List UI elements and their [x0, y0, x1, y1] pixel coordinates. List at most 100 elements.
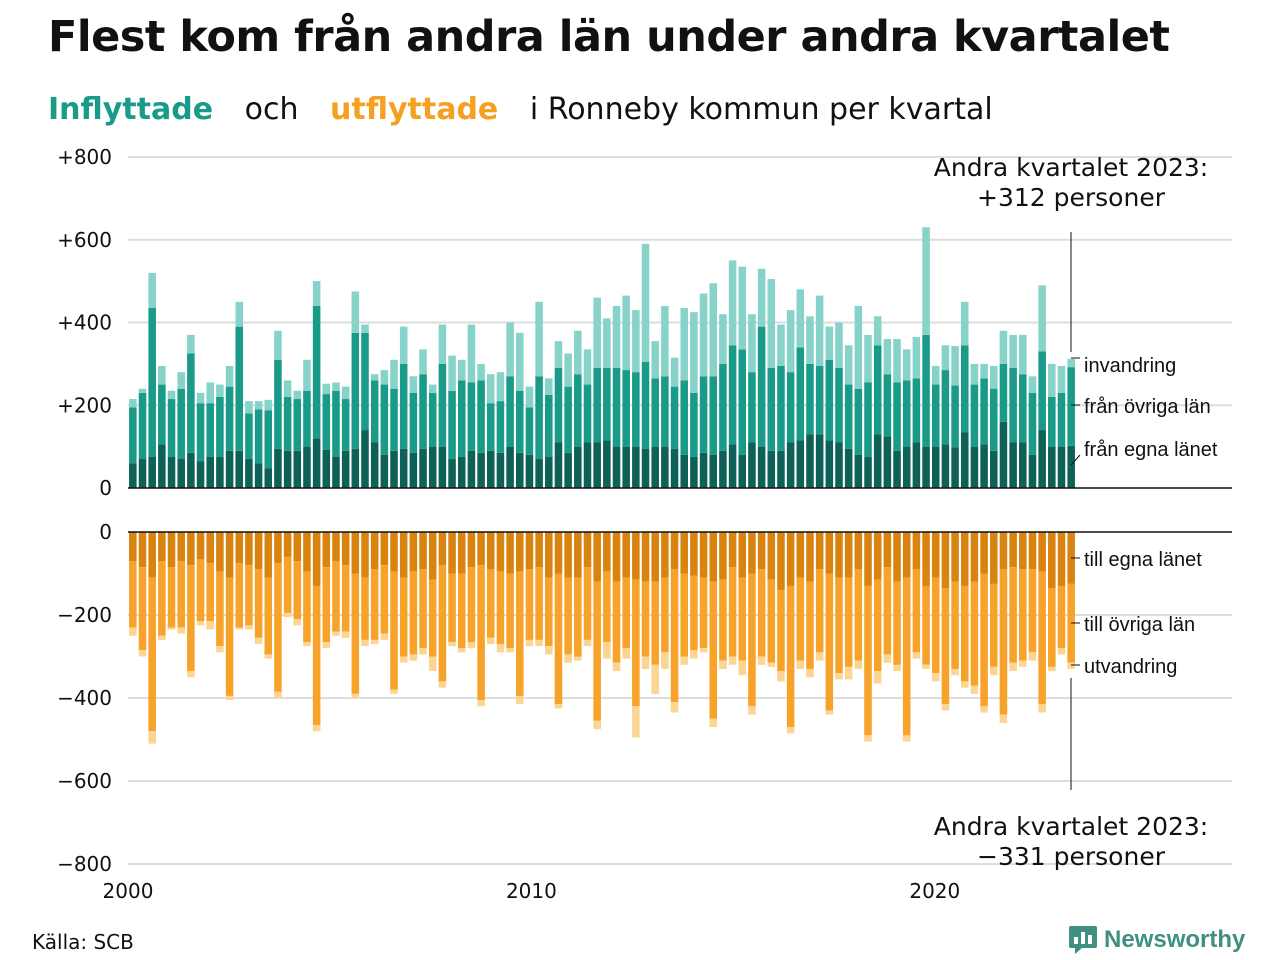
bar-out-0: [661, 532, 669, 578]
bar-out-0: [603, 532, 611, 572]
bar-in-2: [1009, 334, 1017, 369]
bar-out-0: [177, 532, 185, 562]
bar-in-1: [922, 334, 930, 447]
bar-out-0: [912, 532, 921, 570]
bar-out-1: [264, 577, 273, 655]
bar-out-2: [283, 612, 292, 618]
bar-out-0: [699, 532, 708, 578]
bar-in-2: [883, 339, 892, 375]
bar-out-2: [467, 641, 476, 649]
bar-out-1: [990, 583, 998, 667]
bar-in-2: [728, 260, 737, 346]
bar-in-0: [274, 448, 282, 488]
bar-out-2: [941, 704, 950, 711]
bar-in-1: [235, 326, 244, 451]
bar-out-1: [516, 571, 524, 696]
bar-in-0: [341, 450, 350, 488]
bar-in-2: [216, 384, 224, 397]
bar-in-2: [893, 339, 901, 383]
bar-out-0: [612, 532, 621, 582]
bar-out-1: [341, 565, 350, 632]
segment-leader: [1070, 454, 1081, 466]
bar-out-2: [516, 695, 524, 705]
bar-in-0: [922, 446, 930, 488]
bar-out-0: [535, 532, 543, 568]
bar-out-2: [1038, 704, 1046, 713]
annotation-top-line1: Andra kvartalet 2023:: [934, 153, 1208, 182]
bar-in-2: [457, 359, 466, 381]
bar-in-0: [477, 452, 485, 488]
bar-in-2: [844, 345, 853, 385]
bar-in-1: [1067, 367, 1075, 446]
bar-out-1: [738, 577, 747, 661]
bar-out-0: [428, 532, 437, 580]
bar-out-2: [525, 639, 534, 647]
bar-out-2: [960, 681, 969, 688]
bar-out-2: [554, 704, 563, 709]
bar-out-1: [709, 581, 718, 719]
bar-out-1: [864, 585, 872, 736]
bar-in-0: [902, 446, 911, 488]
bar-in-2: [593, 297, 601, 369]
bar-out-0: [129, 532, 137, 562]
bar-out-2: [535, 639, 543, 647]
bar-out-1: [477, 565, 485, 701]
bar-in-0: [767, 450, 776, 488]
bar-in-2: [680, 308, 688, 381]
bar-out-1: [525, 569, 534, 640]
bar-in-0: [777, 450, 785, 488]
bar-in-1: [641, 361, 650, 449]
bar-out-2: [1057, 648, 1066, 655]
bar-in-0: [699, 452, 708, 488]
bar-in-1: [457, 380, 466, 457]
bar-in-2: [999, 330, 1008, 364]
bar-out-2: [419, 648, 427, 655]
bar-out-1: [767, 579, 776, 663]
bar-out-2: [738, 660, 747, 676]
bar-out-2: [1019, 660, 1027, 667]
bar-out-2: [274, 691, 282, 698]
bar-in-1: [129, 407, 137, 464]
bar-in-1: [467, 382, 476, 451]
bar-in-2: [351, 291, 360, 333]
bar-in-1: [854, 388, 863, 455]
bar-in-1: [990, 388, 998, 451]
bar-out-2: [448, 641, 456, 647]
bar-in-0: [245, 459, 253, 488]
bar-out-0: [574, 532, 582, 578]
bar-in-1: [399, 363, 408, 449]
bar-in-0: [448, 459, 456, 488]
segment-label-out: till övriga län: [1084, 614, 1195, 636]
bar-in-0: [554, 442, 563, 488]
bar-out-1: [293, 561, 302, 620]
bar-in-0: [293, 450, 302, 488]
bar-in-1: [1028, 392, 1037, 455]
bar-in-1: [283, 396, 292, 451]
bar-in-1: [448, 390, 456, 460]
bar-out-1: [419, 569, 427, 649]
bar-out-1: [148, 577, 156, 732]
bar-in-1: [709, 376, 718, 455]
bar-in-1: [361, 332, 369, 431]
bar-out-1: [622, 577, 630, 649]
bar-out-2: [622, 648, 630, 659]
bar-in-0: [844, 448, 853, 488]
bar-out-0: [931, 532, 940, 578]
bar-out-2: [486, 637, 495, 645]
bar-out-2: [796, 660, 805, 669]
bar-out-1: [980, 573, 988, 707]
bar-in-2: [312, 281, 321, 306]
bar-out-0: [941, 532, 950, 589]
bar-out-0: [264, 532, 273, 578]
bar-in-2: [245, 401, 253, 414]
bar-in-1: [883, 374, 892, 437]
y-tick-label: +800: [57, 145, 112, 169]
bar-out-0: [690, 532, 698, 576]
bar-out-2: [196, 621, 205, 626]
bar-in-1: [177, 388, 185, 460]
bar-in-1: [960, 345, 969, 433]
bar-out-1: [699, 577, 708, 649]
bar-out-0: [283, 532, 292, 557]
bar-out-0: [844, 532, 853, 578]
bar-out-1: [370, 569, 379, 640]
